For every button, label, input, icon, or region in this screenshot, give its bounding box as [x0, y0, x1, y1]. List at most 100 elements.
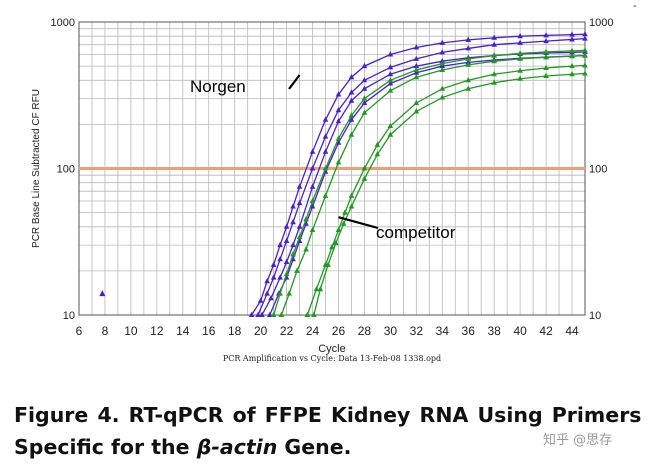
x-tick-label: 22	[280, 324, 294, 338]
y-axis-label: PCR Base Line Subtracted CF RFU	[31, 89, 42, 248]
watermark: 知乎 @思存	[543, 433, 613, 448]
series-line-norgen	[269, 54, 586, 316]
data-point-norgen	[322, 116, 329, 122]
data-point-competitor	[304, 311, 311, 317]
data-point-competitor	[322, 192, 329, 198]
data-point-competitor	[543, 72, 549, 78]
data-point-competitor	[465, 61, 472, 67]
data-point-competitor	[303, 246, 309, 252]
data-point-norgen	[543, 37, 549, 44]
data-point-norgen	[259, 311, 265, 317]
data-point-competitor	[361, 175, 368, 181]
data-point-norgen	[290, 218, 296, 225]
x-tick-label: 10	[124, 324, 138, 338]
data-point-competitor	[290, 251, 296, 257]
data-point-competitor	[348, 112, 355, 118]
data-point-competitor	[340, 220, 347, 226]
data-point-norgen	[309, 183, 316, 189]
data-point-competitor	[439, 66, 446, 73]
figure-caption-line1: Figure 4. RT-qPCR of FFPE Kidney RNA Usi…	[14, 403, 642, 427]
data-point-norgen	[517, 32, 523, 39]
data-point-competitor	[342, 209, 348, 215]
data-point-competitor	[569, 52, 575, 59]
data-point-norgen	[387, 64, 394, 70]
data-point-norgen	[257, 297, 264, 303]
data-point-competitor	[413, 73, 420, 80]
data-point-norgen	[387, 71, 394, 77]
data-point-norgen	[348, 73, 355, 80]
x-tick-label: 18	[228, 324, 242, 338]
x-tick-label: 34	[436, 324, 450, 338]
data-point-competitor	[322, 165, 329, 171]
x-tick-label: 8	[102, 324, 109, 338]
data-point-competitor	[317, 286, 324, 292]
data-point-norgen	[465, 45, 472, 51]
data-point-competitor	[325, 261, 331, 267]
data-point-competitor	[311, 311, 317, 317]
data-point-norgen	[296, 199, 303, 206]
series-line-norgen	[251, 33, 586, 316]
data-point-competitor	[361, 165, 368, 171]
data-point-norgen	[264, 290, 270, 296]
data-point-competitor	[517, 50, 523, 56]
data-point-norgen	[439, 39, 446, 45]
data-point-competitor	[569, 62, 575, 69]
data-point-competitor	[277, 290, 283, 296]
x-tick-label: 14	[176, 324, 190, 338]
data-point-competitor	[413, 99, 420, 105]
data-point-norgen	[413, 55, 420, 61]
data-point-norgen	[296, 223, 303, 229]
annotation-competitor: competitor	[376, 223, 456, 242]
data-point-norgen	[277, 241, 283, 248]
x-tick-label: 44	[565, 324, 579, 338]
y-tick-label-left: 10	[63, 310, 75, 322]
data-point-competitor	[348, 203, 355, 209]
data-point-competitor	[387, 77, 394, 83]
data-point-competitor	[335, 135, 342, 141]
data-point-competitor	[333, 239, 339, 246]
data-point-competitor	[270, 311, 277, 317]
data-point-norgen	[266, 311, 273, 317]
annotation-competitor-arrow	[338, 216, 379, 230]
data-point-norgen	[413, 69, 420, 75]
data-point-norgen	[361, 77, 368, 83]
data-point-competitor	[543, 64, 549, 71]
data-point-competitor	[387, 87, 394, 93]
data-point-competitor	[303, 216, 309, 222]
data-point-norgen	[569, 36, 575, 42]
caption-suffix: Gene.	[277, 435, 352, 459]
chart-footer: PCR Amplification vs Cycle: Data 13-Feb-…	[223, 354, 441, 363]
data-point-competitor	[335, 159, 342, 165]
data-point-competitor	[313, 286, 320, 292]
data-point-norgen	[348, 97, 355, 103]
data-point-competitor	[543, 54, 549, 60]
data-point-competitor	[348, 131, 355, 137]
data-point-competitor	[582, 47, 588, 53]
data-point-competitor	[439, 85, 446, 91]
data-point-norgen	[361, 85, 368, 91]
data-point-norgen	[413, 44, 420, 50]
data-point-competitor	[517, 75, 523, 81]
data-point-norgen	[348, 116, 355, 122]
data-point-competitor	[517, 67, 523, 73]
data-point-competitor	[335, 226, 342, 233]
series-line-competitor	[272, 49, 586, 316]
data-point-competitor	[329, 244, 335, 250]
data-point-competitor	[582, 70, 588, 76]
data-point-competitor	[283, 270, 290, 277]
data-point-competitor	[491, 79, 497, 85]
data-point-norgen	[491, 41, 497, 47]
caption-prefix: Specific for the	[14, 435, 197, 459]
data-point-competitor	[387, 131, 394, 137]
data-point-competitor	[294, 267, 300, 273]
x-tick-label: 26	[332, 324, 346, 338]
data-point-competitor	[569, 71, 575, 77]
series-line-competitor	[280, 54, 586, 316]
data-point-norgen	[290, 241, 296, 248]
data-point-norgen	[283, 223, 290, 229]
data-point-competitor	[413, 66, 420, 73]
top-mark: -	[633, 0, 637, 12]
outlier-point	[99, 290, 106, 297]
annotation-norgen: Norgen	[190, 77, 246, 96]
data-point-norgen	[361, 99, 368, 105]
